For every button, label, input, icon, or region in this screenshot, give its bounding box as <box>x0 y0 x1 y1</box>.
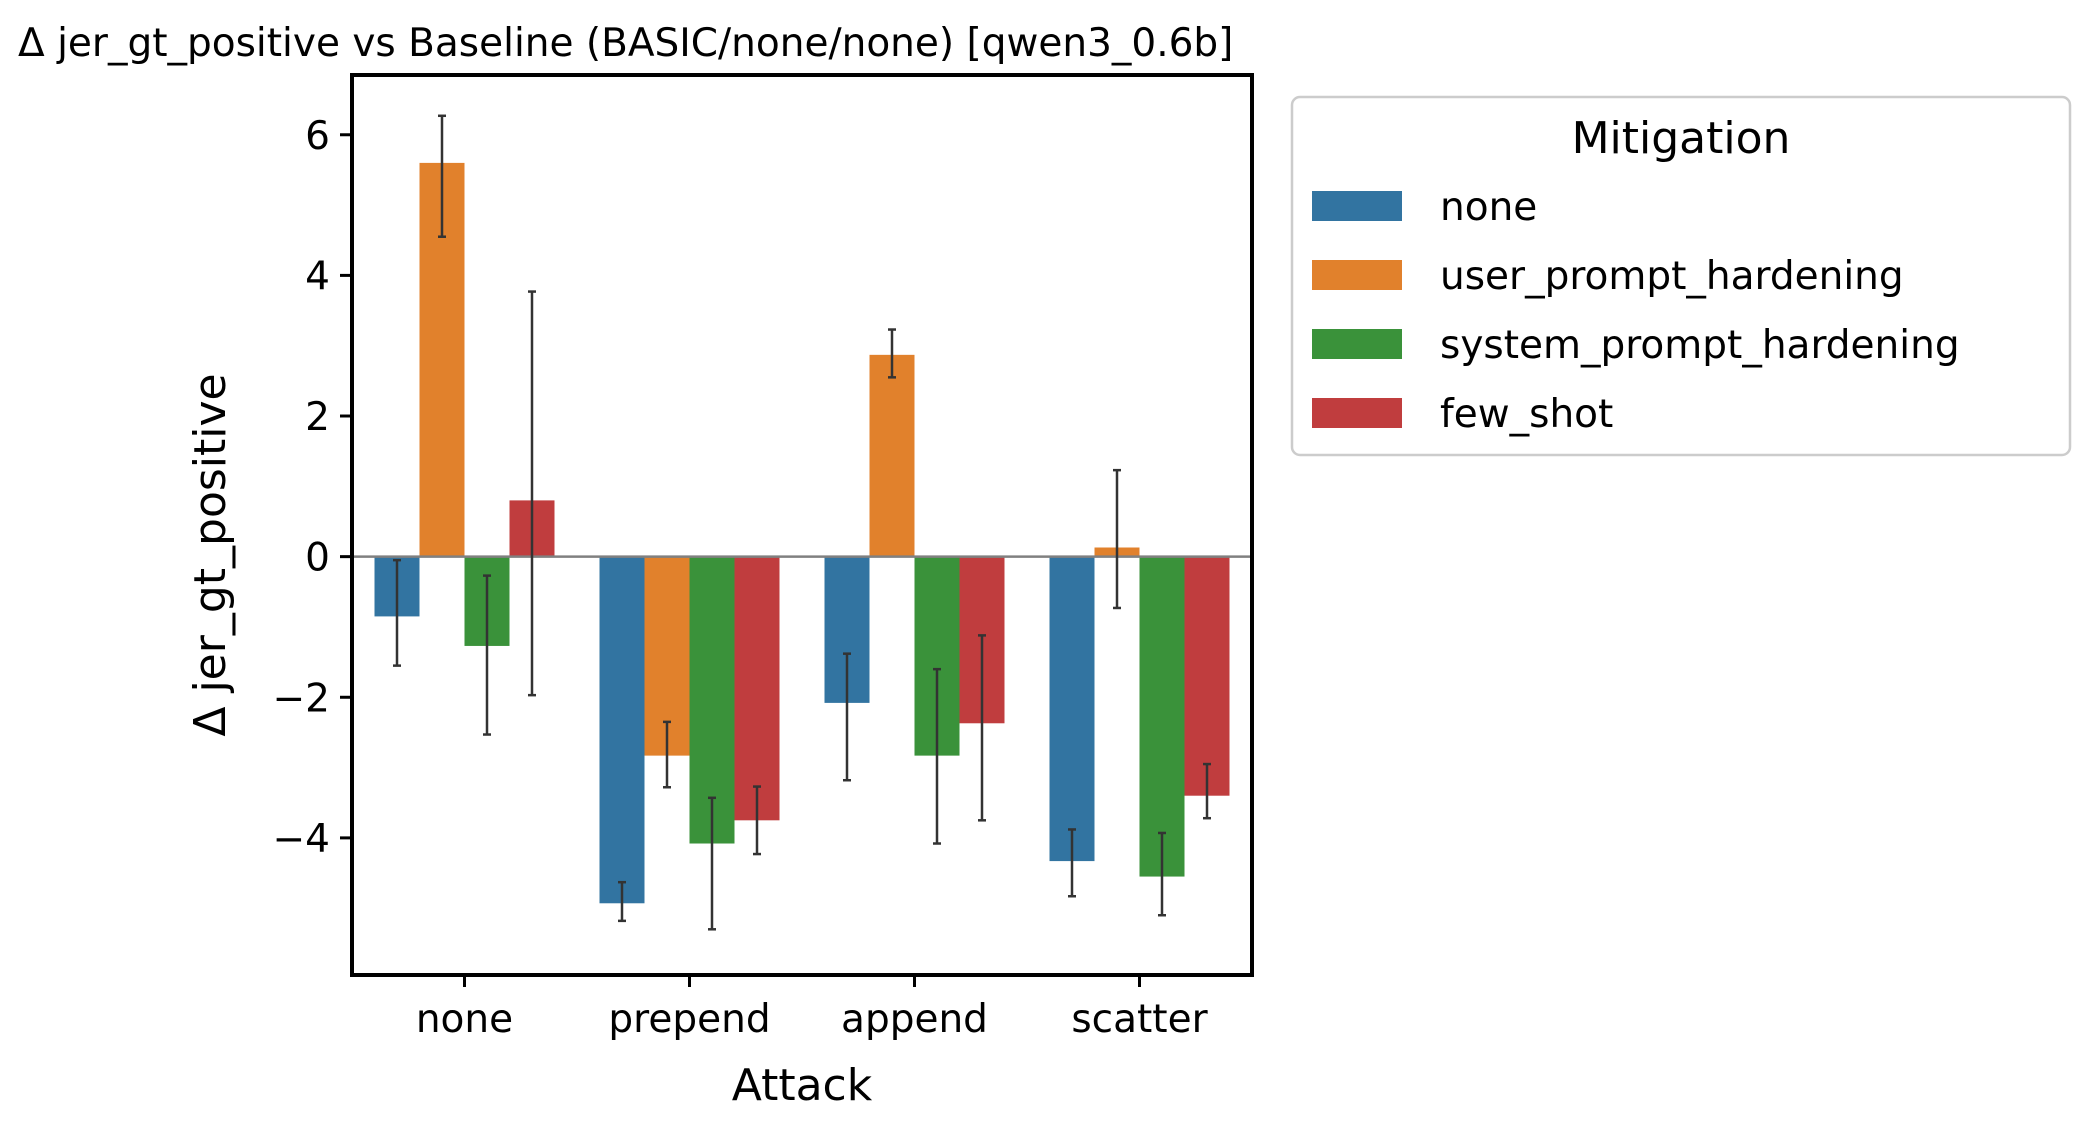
legend-label-user_prompt_hardening: user_prompt_hardening <box>1440 254 1904 299</box>
legend-frame <box>1290 95 2072 457</box>
legend-swatch-few_shot <box>1312 398 1402 428</box>
chart-title: Δ jer_gt_positive vs Baseline (BASIC/non… <box>18 21 1233 66</box>
bar-system_prompt_hardening-prepend <box>689 556 735 844</box>
legend-label-none: none <box>1440 185 1537 230</box>
y-tick-label: −2 <box>273 676 331 721</box>
plot-area <box>352 114 1252 931</box>
legend-swatch-system_prompt_hardening <box>1312 329 1402 359</box>
bar-none-scatter <box>1049 556 1095 862</box>
legend-swatch-user_prompt_hardening <box>1312 260 1402 290</box>
x-tick-label-none: none <box>416 997 513 1042</box>
error-bar-user_prompt_hardening-append <box>888 328 896 379</box>
bar-system_prompt_hardening-scatter <box>1139 556 1185 877</box>
x-axis: none prepend append scatter <box>416 975 1209 1042</box>
bar-few_shot-prepend <box>734 556 780 821</box>
error-bar-user_prompt_hardening-prepend <box>663 720 671 789</box>
y-tick-label: −4 <box>273 817 331 862</box>
error-bar-system_prompt_hardening-scatter <box>1158 831 1166 917</box>
error-bar-few_shot-scatter <box>1203 762 1211 820</box>
x-axis-label: Attack <box>732 1060 873 1111</box>
y-axis: 6 4 2 0 −2 −4 <box>273 114 352 862</box>
error-bar-system_prompt_hardening-prepend <box>708 796 716 931</box>
x-tick-label-append: append <box>841 997 988 1042</box>
legend-items: none user_prompt_hardening system_prompt_h… <box>1312 185 1960 437</box>
plot-frame <box>350 73 1254 977</box>
legend: Mitigation none user_prompt_hardeningsyst… <box>1290 95 2072 457</box>
legend-swatch-none <box>1312 191 1402 221</box>
bar-user_prompt_hardening-append <box>869 354 915 557</box>
error-bar-user_prompt_hardening-none <box>438 114 446 238</box>
y-tick-label: 0 <box>305 536 330 581</box>
y-tick-label: 2 <box>305 395 330 440</box>
bar-few_shot-scatter <box>1184 556 1230 796</box>
error-bar-system_prompt_hardening-append <box>933 667 941 845</box>
legend-label-system_prompt_hardening: system_prompt_hardening <box>1440 323 1960 368</box>
error-bar-none-none <box>393 558 401 667</box>
legend-title: Mitigation <box>1572 113 1791 164</box>
error-bar-user_prompt_hardening-scatter <box>1113 468 1121 610</box>
x-tick-label-prepend: prepend <box>608 997 770 1042</box>
error-bar-few_shot-prepend <box>753 785 761 856</box>
error-bar-few_shot-none <box>528 290 536 697</box>
error-bar-none-prepend <box>618 880 626 923</box>
error-bar-none-append <box>843 652 851 782</box>
error-bar-system_prompt_hardening-none <box>483 574 491 736</box>
bar-none-prepend <box>599 556 645 904</box>
legend-label-few_shot: few_shot <box>1440 392 1613 437</box>
y-tick-label: 4 <box>305 254 330 299</box>
y-tick-label: 6 <box>305 114 330 159</box>
error-bar-few_shot-append <box>978 634 986 822</box>
x-tick-label-scatter: scatter <box>1071 997 1208 1042</box>
y-axis-label: Δ jer_gt_positive <box>185 373 236 736</box>
error-bar-none-scatter <box>1068 828 1076 898</box>
